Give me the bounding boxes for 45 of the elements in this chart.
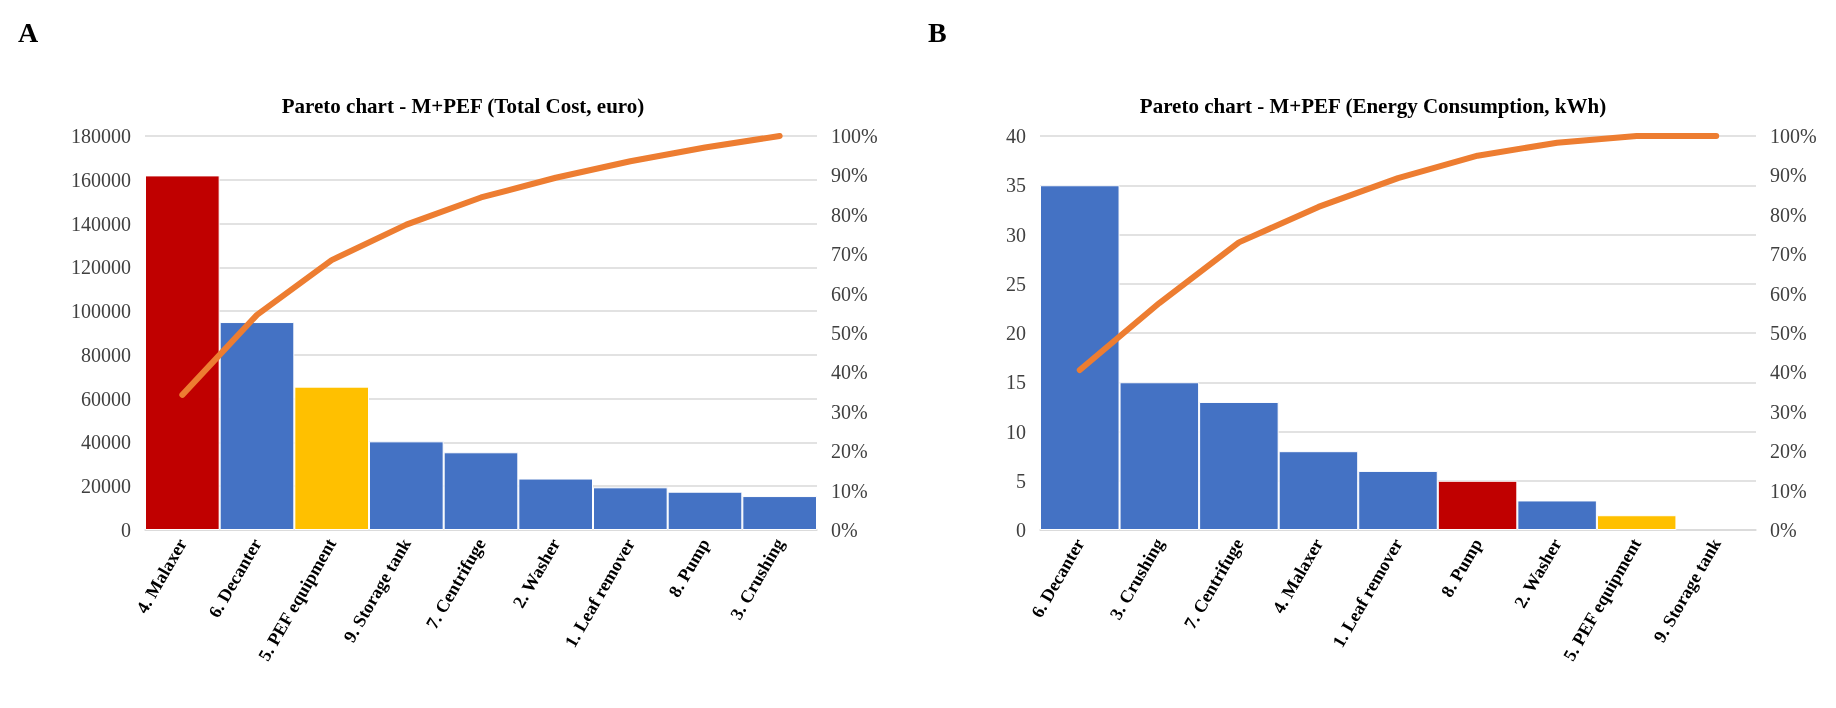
y-tick-label: 40000 bbox=[81, 431, 131, 454]
y2-tick-label: 50% bbox=[831, 322, 868, 344]
text: B bbox=[928, 16, 947, 48]
y-tick-label: 140000 bbox=[71, 212, 131, 235]
y-tick-label: 80000 bbox=[81, 343, 131, 366]
y-tick-label: 25 bbox=[1006, 272, 1026, 295]
text: A bbox=[18, 16, 39, 48]
y-tick-label: 35 bbox=[1006, 174, 1026, 197]
chart-title: Pareto chart - M+PEF (Total Cost, euro) bbox=[281, 93, 645, 118]
y-tick-label: 15 bbox=[1006, 371, 1026, 394]
y2-tick-label: 50% bbox=[1770, 322, 1807, 344]
y2-tick-label: 70% bbox=[1770, 243, 1807, 266]
y-tick-label: 10 bbox=[1006, 420, 1026, 443]
y2-tick-label: 60% bbox=[1770, 282, 1807, 305]
y-tick-label: 100000 bbox=[71, 300, 131, 323]
y2-tick-label: 10% bbox=[831, 479, 868, 502]
y-tick-label: 60000 bbox=[81, 387, 131, 410]
y2-tick-label: 70% bbox=[831, 243, 868, 266]
y2-tick-label: 0% bbox=[1770, 519, 1797, 541]
y-tick-label: 160000 bbox=[71, 168, 131, 191]
y2-tick-label: 20% bbox=[831, 440, 868, 463]
y2-tick-label: 80% bbox=[1770, 203, 1807, 226]
y-tick-label: 20000 bbox=[81, 475, 131, 498]
y2-tick-label: 0% bbox=[831, 519, 858, 541]
y2-tick-label: 30% bbox=[831, 400, 868, 423]
y2-tick-label: 10% bbox=[1770, 479, 1807, 502]
y2-tick-label: 100% bbox=[1770, 125, 1817, 147]
y-tick-label: 40 bbox=[1006, 125, 1026, 147]
y-tick-label: 30 bbox=[1006, 223, 1026, 246]
y2-tick-label: 60% bbox=[831, 282, 868, 305]
chart-title: Pareto chart - M+PEF (Energy Consumption, kWh) bbox=[1139, 93, 1607, 118]
y2-tick-label: 40% bbox=[1770, 361, 1807, 384]
y-tick-label: 5 bbox=[1016, 469, 1026, 492]
y-tick-label: 0 bbox=[121, 519, 131, 541]
y2-tick-label: 90% bbox=[831, 164, 868, 187]
y2-tick-label: 100% bbox=[831, 125, 878, 147]
y-tick-label: 120000 bbox=[71, 256, 131, 279]
y2-tick-label: 30% bbox=[1770, 400, 1807, 423]
y2-tick-label: 20% bbox=[1770, 440, 1807, 463]
y-tick-label: 0 bbox=[1016, 519, 1026, 541]
y-tick-label: 20 bbox=[1006, 322, 1026, 344]
y2-tick-label: 80% bbox=[831, 203, 868, 226]
y-tick-label: 180000 bbox=[71, 125, 131, 147]
y2-tick-label: 90% bbox=[1770, 164, 1807, 187]
y2-tick-label: 40% bbox=[831, 361, 868, 384]
